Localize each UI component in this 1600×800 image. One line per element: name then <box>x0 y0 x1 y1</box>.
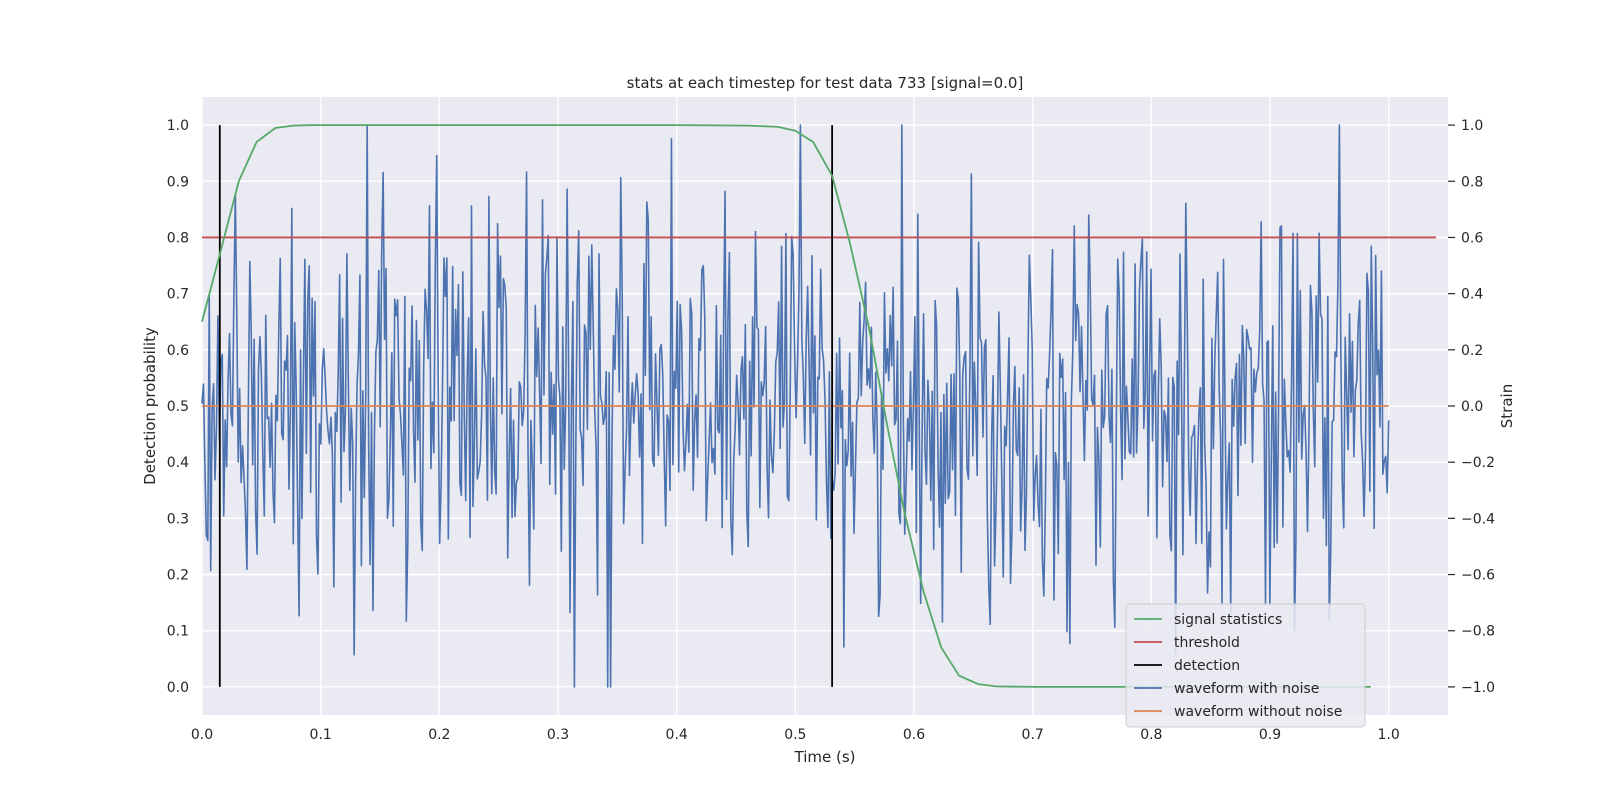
x-tick-label: 0.1 <box>310 727 332 743</box>
chart-title: stats at each timestep for test data 733… <box>627 74 1024 92</box>
y-left-tick-label: 1.0 <box>167 118 189 134</box>
legend-label: waveform with noise <box>1174 681 1319 697</box>
legend: signal statistics threshold detection wavef… <box>1125 603 1366 728</box>
y-right-tick-label: 0.2 <box>1461 343 1483 359</box>
y-right-tick-label: −0.2 <box>1461 455 1495 471</box>
y-left-tick-label: 0.5 <box>167 399 189 415</box>
x-tick-label: 1.0 <box>1378 727 1400 743</box>
y-left-tick-label: 0.1 <box>167 624 189 640</box>
x-tick-label: 0.3 <box>547 727 569 743</box>
y-left-tick-label: 0.8 <box>167 230 189 246</box>
x-tick-label: 0.4 <box>666 727 688 743</box>
y-right-tick-label: 0.8 <box>1461 174 1483 190</box>
series-layer <box>201 124 1437 688</box>
y-right-tick-label: 0.4 <box>1461 287 1483 303</box>
legend-box <box>1125 603 1366 728</box>
y-left-tick-label: 0.2 <box>167 568 189 584</box>
y-right-tick-label: −0.6 <box>1461 568 1495 584</box>
x-tick-label: 0.0 <box>191 727 213 743</box>
y-right-tick-label: −1.0 <box>1461 680 1495 696</box>
y-axis-right-ticks: −1.0 −0.8 −0.6 −0.4 −0.2 0.0 0.2 0.4 0.6 0.8 1.0 <box>1448 118 1495 696</box>
x-tick-label: 0.8 <box>1140 727 1162 743</box>
y-axis-left-ticks: 0.0 0.1 0.2 0.3 0.4 0.5 0.6 0.7 0.8 0.9 1.0 <box>167 118 189 696</box>
series-signal-statistics <box>201 124 1371 688</box>
y-right-tick-label: 1.0 <box>1461 118 1483 134</box>
y-left-tick-label: 0.6 <box>167 343 189 359</box>
legend-label: signal statistics <box>1174 612 1282 628</box>
y-left-tick-label: 0.3 <box>167 511 189 527</box>
y-left-tick-label: 0.4 <box>167 455 189 471</box>
x-axis-ticks: 0.0 0.1 0.2 0.3 0.4 0.5 0.6 0.7 0.8 0.9 1.0 <box>191 727 1400 743</box>
y-right-tick-label: −0.4 <box>1461 511 1495 527</box>
y-axis-right-label: Strain <box>1498 384 1516 428</box>
y-right-tick-label: 0.6 <box>1461 230 1483 246</box>
x-tick-label: 0.9 <box>1259 727 1281 743</box>
y-axis-left-label: Detection probability <box>141 327 159 485</box>
y-right-tick-label: 0.0 <box>1461 399 1483 415</box>
x-tick-label: 0.2 <box>428 727 450 743</box>
x-axis-label: Time (s) <box>794 748 856 766</box>
legend-label: detection <box>1174 658 1240 674</box>
legend-label: threshold <box>1174 635 1240 651</box>
y-left-tick-label: 0.0 <box>167 680 189 696</box>
y-right-tick-label: −0.8 <box>1461 624 1495 640</box>
legend-label: waveform without noise <box>1174 704 1342 720</box>
x-tick-label: 0.7 <box>1022 727 1044 743</box>
x-tick-label: 0.5 <box>784 727 806 743</box>
y-left-tick-label: 0.9 <box>167 174 189 190</box>
x-tick-label: 0.6 <box>903 727 925 743</box>
y-left-tick-label: 0.7 <box>167 287 189 303</box>
